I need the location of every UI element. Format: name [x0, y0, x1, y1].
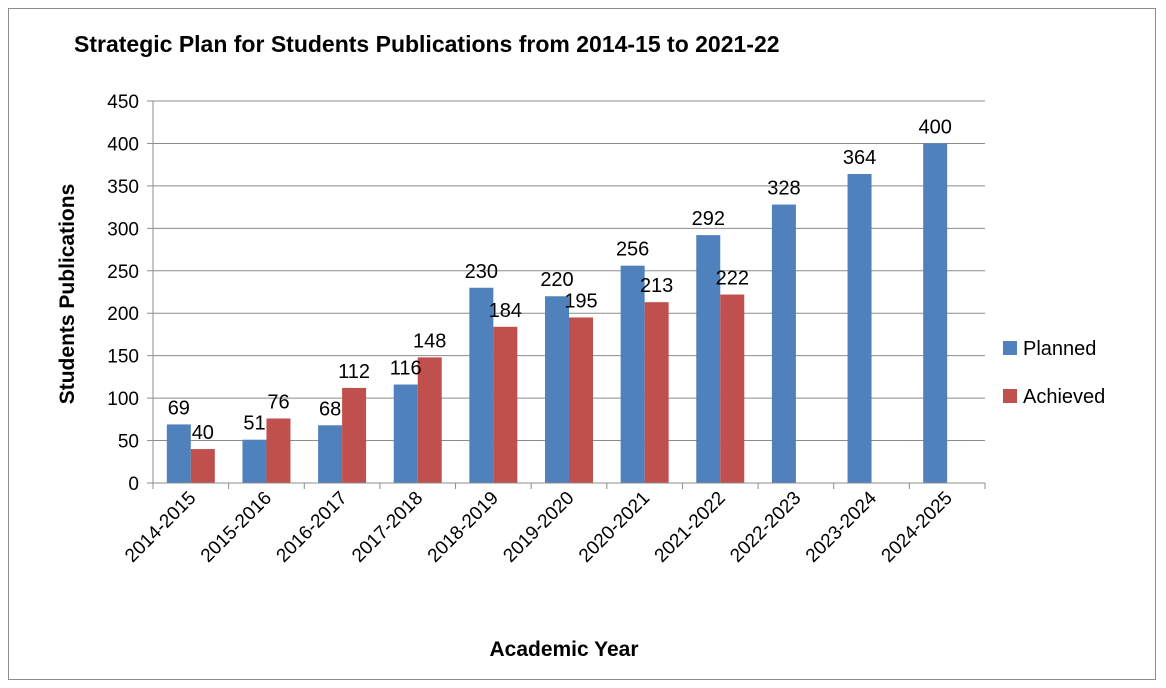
x-tick-label: 2019-2020 [499, 488, 578, 567]
bar-planned-2021-2022 [696, 235, 721, 483]
y-tick-label: 250 [107, 262, 139, 283]
x-tick-label: 2020-2021 [575, 488, 654, 567]
bar-achieved-2016-2017 [342, 387, 367, 483]
bar-achieved-2015-2016 [266, 418, 291, 483]
data-label-planned: 256 [616, 239, 649, 261]
chart-title: Strategic Plan for Students Publications… [74, 31, 780, 57]
bar-planned-2016-2017 [318, 425, 343, 483]
x-tick-label: 2018-2019 [424, 488, 503, 567]
legend-swatch-achieved [1003, 389, 1017, 403]
bar-achieved-2017-2018 [417, 357, 442, 483]
data-label-achieved: 148 [413, 330, 446, 352]
data-label-achieved: 112 [338, 361, 370, 383]
bar-planned-2018-2019 [469, 287, 494, 483]
bar-achieved-2014-2015 [190, 449, 215, 483]
data-label-achieved: 184 [489, 300, 522, 322]
bar-planned-2022-2023 [771, 204, 796, 483]
x-tick-label: 2015-2016 [197, 488, 276, 567]
data-label-planned: 69 [168, 397, 190, 419]
data-label-planned: 364 [843, 147, 876, 169]
bar-achieved-2021-2022 [720, 294, 745, 483]
bar-planned-2024-2025 [923, 143, 948, 483]
data-label-planned: 400 [918, 116, 951, 138]
bar-planned-2017-2018 [393, 384, 418, 483]
bars [166, 143, 948, 483]
data-label-planned: 220 [540, 269, 573, 291]
y-tick-label: 100 [107, 389, 139, 410]
y-tick-label: 400 [107, 134, 139, 155]
data-label-planned: 68 [319, 398, 341, 420]
x-tick-label: 2017-2018 [348, 488, 427, 567]
x-tick-label: 2021-2022 [651, 488, 730, 567]
legend-label-achieved: Achieved [1023, 386, 1105, 408]
y-tick-label: 150 [107, 347, 139, 368]
legend-label-planned: Planned [1023, 338, 1096, 360]
data-label-planned: 292 [692, 208, 725, 230]
x-tick-label: 2023-2024 [802, 487, 881, 566]
gridlines [153, 100, 985, 442]
y-tick-label: 0 [128, 474, 139, 495]
bar-achieved-2019-2020 [569, 317, 593, 483]
data-label-planned: 51 [243, 413, 265, 435]
data-label-planned: 328 [767, 178, 800, 200]
data-label-achieved: 195 [564, 290, 597, 312]
data-label-achieved: 40 [192, 422, 214, 444]
y-axis-title: Students Publications [56, 184, 79, 405]
y-tick-label: 50 [118, 432, 139, 453]
y-tick-label: 200 [107, 304, 139, 325]
data-label-planned: 230 [465, 261, 498, 283]
bar-planned-2020-2021 [620, 265, 645, 483]
bar-planned-2019-2020 [545, 296, 569, 483]
bar-planned-2014-2015 [166, 424, 191, 483]
bar-achieved-2018-2019 [493, 326, 518, 483]
y-tick-label: 350 [107, 177, 139, 198]
x-tick-label: 2016-2017 [273, 488, 352, 567]
y-tick-label: 450 [107, 92, 139, 113]
y-tick-label: 300 [107, 219, 139, 240]
data-label-achieved: 222 [716, 268, 749, 290]
bar-planned-2015-2016 [242, 439, 267, 483]
data-label-achieved: 76 [267, 391, 289, 413]
legend-swatch-planned [1003, 341, 1017, 355]
x-axis-title: Academic Year [489, 638, 638, 661]
data-label-achieved: 213 [640, 275, 673, 297]
legend: Planned Achieved [1003, 338, 1105, 408]
x-tick-label: 2014-2015 [121, 488, 200, 567]
x-tick-label: 2024-2025 [878, 488, 957, 567]
bar-achieved-2020-2021 [644, 302, 669, 483]
bar-planned-2023-2024 [847, 174, 872, 483]
data-label-planned: 116 [390, 358, 422, 380]
x-tick-label: 2022-2023 [726, 488, 805, 567]
